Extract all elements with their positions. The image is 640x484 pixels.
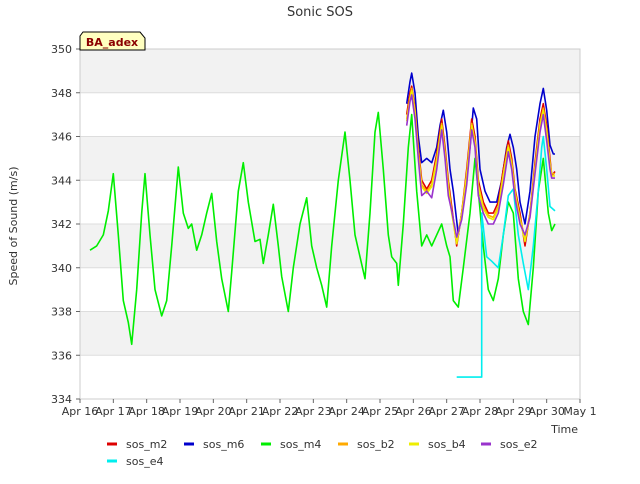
series-line-sos_e4 — [456, 135, 556, 378]
y-axis-label: Speed of Sound (m/s) — [7, 167, 20, 286]
y-tick-label: 346 — [51, 131, 72, 144]
legend-label: sos_e4 — [126, 455, 163, 468]
x-tick-label: Apr 26 — [395, 405, 432, 418]
legend-item-sos_e4[interactable]: sos_e4 — [107, 455, 163, 468]
badge-shape — [79, 31, 146, 51]
x-tick-label: Apr 20 — [195, 405, 232, 418]
y-tick-label: 336 — [51, 349, 72, 362]
legend: sos_m2 sos_m6 sos_m4 sos_b2 sos_b4 sos_e2 sos_… — [107, 438, 537, 468]
x-tick-label: May 1 — [563, 405, 596, 418]
legend-label: sos_b2 — [357, 438, 395, 451]
y-tick-label: 344 — [51, 174, 72, 187]
legend-item-sos_b2[interactable]: sos_b2 — [338, 438, 395, 451]
y-tick-label: 350 — [51, 43, 72, 56]
badge-label: BA_adex — [86, 36, 138, 49]
site-badge: BA_adex — [79, 31, 146, 51]
legend-label: sos_e2 — [500, 438, 537, 451]
legend-item-sos_b4[interactable]: sos_b4 — [409, 438, 466, 451]
plot-bands — [80, 49, 580, 399]
chart-title: Sonic SOS — [287, 5, 353, 20]
plot-band — [80, 355, 580, 399]
plot-band — [80, 136, 580, 181]
legend-label: sos_m2 — [126, 438, 167, 451]
y-tick-label: 340 — [51, 262, 72, 275]
legend-item-sos_m4[interactable]: sos_m4 — [261, 438, 321, 451]
series-layer — [89, 72, 556, 378]
legend-item-sos_m6[interactable]: sos_m6 — [184, 438, 244, 451]
plot-band — [80, 92, 580, 137]
plot-band — [80, 311, 580, 356]
x-tick-label: Apr 29 — [495, 405, 532, 418]
legend-item-sos_e2[interactable]: sos_e2 — [481, 438, 537, 451]
x-tick-label: Apr 24 — [328, 405, 365, 418]
x-tick-label: Apr 19 — [162, 405, 199, 418]
x-tick-label: Apr 30 — [528, 405, 565, 418]
y-tick-label: 348 — [51, 87, 72, 100]
legend-label: sos_b4 — [428, 438, 466, 451]
x-tick-label: Apr 27 — [428, 405, 465, 418]
x-tick-label: Apr 28 — [462, 405, 499, 418]
x-tick-label: Apr 21 — [228, 405, 265, 418]
series-line-sos_m6 — [405, 72, 555, 236]
legend-item-sos_m2[interactable]: sos_m2 — [107, 438, 167, 451]
x-tick-label: Apr 22 — [262, 405, 299, 418]
legend-label: sos_m4 — [280, 438, 321, 451]
x-tick-label: Apr 16 — [62, 405, 99, 418]
x-tick-label: Apr 25 — [362, 405, 399, 418]
plot-band — [80, 49, 580, 93]
y-tick-label: 342 — [51, 218, 72, 231]
x-axis-label: Time — [550, 423, 578, 436]
x-tick-label: Apr 18 — [128, 405, 165, 418]
x-tick-label: Apr 23 — [295, 405, 332, 418]
series-line-sos_m4 — [89, 111, 556, 346]
series-line-sos_e2 — [405, 94, 555, 238]
x-tick-label: Apr 17 — [95, 405, 132, 418]
legend-label: sos_m6 — [203, 438, 244, 451]
y-tick-label: 338 — [51, 306, 72, 319]
y-tick-label: 334 — [51, 393, 72, 406]
